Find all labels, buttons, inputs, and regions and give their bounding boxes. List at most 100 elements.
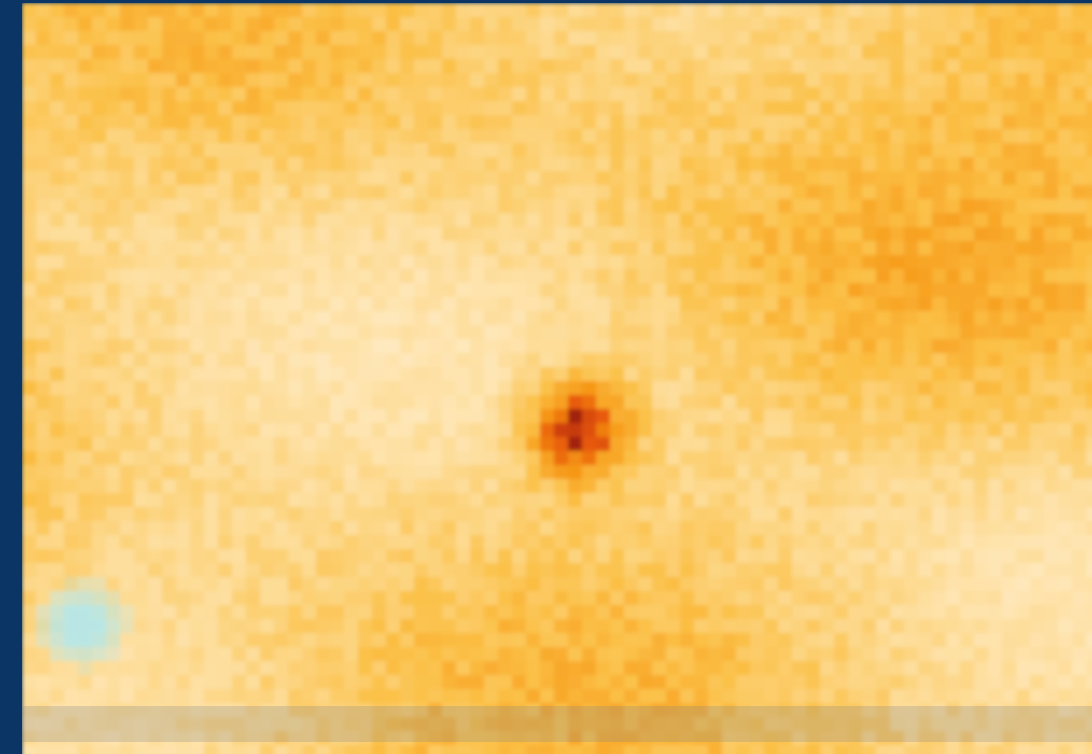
pixel bbox=[596, 269, 611, 284]
pixel bbox=[722, 311, 737, 326]
pixel bbox=[596, 563, 611, 578]
pixel bbox=[1058, 311, 1073, 326]
pixel bbox=[64, 227, 79, 242]
pixel bbox=[806, 325, 821, 340]
pixel bbox=[596, 227, 611, 242]
pixel bbox=[106, 675, 121, 690]
pixel bbox=[568, 395, 583, 410]
pixel bbox=[946, 227, 961, 242]
pixel bbox=[708, 45, 723, 60]
pixel bbox=[1072, 661, 1087, 676]
pixel bbox=[92, 661, 107, 676]
pixel bbox=[764, 381, 779, 396]
pixel bbox=[722, 87, 737, 102]
pixel bbox=[106, 269, 121, 284]
pixel bbox=[358, 185, 373, 200]
pixel bbox=[890, 423, 905, 438]
pixel bbox=[960, 185, 975, 200]
pixel bbox=[512, 115, 527, 130]
pixel bbox=[1044, 423, 1059, 438]
pixel bbox=[50, 591, 65, 606]
pixel bbox=[568, 647, 583, 662]
pixel bbox=[848, 185, 863, 200]
pixel bbox=[806, 101, 821, 116]
pixel bbox=[414, 507, 429, 522]
pixel bbox=[890, 619, 905, 634]
pixel bbox=[848, 689, 863, 704]
pixel bbox=[22, 549, 37, 564]
pixel bbox=[946, 255, 961, 270]
pixel bbox=[372, 17, 387, 32]
pixel bbox=[232, 59, 247, 74]
pixel bbox=[792, 3, 807, 18]
pixel bbox=[50, 227, 65, 242]
pixel bbox=[876, 143, 891, 158]
pixel bbox=[120, 745, 135, 754]
pixel bbox=[484, 283, 499, 298]
pixel bbox=[638, 451, 653, 466]
pixel bbox=[806, 409, 821, 424]
pixel bbox=[988, 381, 1003, 396]
pixel bbox=[540, 283, 555, 298]
pixel bbox=[918, 535, 933, 550]
pixel bbox=[652, 297, 667, 312]
pixel bbox=[386, 45, 401, 60]
pixel bbox=[190, 325, 205, 340]
pixel bbox=[414, 591, 429, 606]
pixel bbox=[442, 3, 457, 18]
pixel bbox=[750, 311, 765, 326]
pixel bbox=[540, 661, 555, 676]
pixel bbox=[190, 199, 205, 214]
pixel bbox=[1086, 339, 1092, 354]
pixel bbox=[1058, 549, 1073, 564]
pixel bbox=[1044, 465, 1059, 480]
pixel bbox=[64, 129, 79, 144]
pixel bbox=[568, 255, 583, 270]
pixel bbox=[148, 45, 163, 60]
pixel bbox=[260, 3, 275, 18]
pixel bbox=[554, 185, 569, 200]
pixel bbox=[176, 227, 191, 242]
pixel bbox=[1002, 493, 1017, 508]
pixel bbox=[344, 381, 359, 396]
pixel bbox=[918, 3, 933, 18]
pixel bbox=[330, 521, 345, 536]
pixel bbox=[316, 437, 331, 452]
pixel bbox=[540, 269, 555, 284]
pixel bbox=[708, 451, 723, 466]
pixel bbox=[1086, 549, 1092, 564]
pixel bbox=[218, 423, 233, 438]
pixel bbox=[610, 451, 625, 466]
pixel bbox=[470, 101, 485, 116]
pixel bbox=[918, 647, 933, 662]
pixel bbox=[582, 3, 597, 18]
pixel bbox=[820, 563, 835, 578]
pixel bbox=[344, 227, 359, 242]
pixel bbox=[134, 73, 149, 88]
pixel bbox=[106, 451, 121, 466]
pixel bbox=[890, 521, 905, 536]
pixel bbox=[386, 745, 401, 754]
pixel bbox=[694, 17, 709, 32]
pixel bbox=[960, 647, 975, 662]
pixel bbox=[344, 101, 359, 116]
pixel bbox=[148, 227, 163, 242]
pixel bbox=[848, 745, 863, 754]
pixel bbox=[1044, 241, 1059, 256]
pixel bbox=[78, 129, 93, 144]
pixel bbox=[974, 87, 989, 102]
pixel bbox=[778, 479, 793, 494]
pixel bbox=[638, 507, 653, 522]
pixel bbox=[274, 185, 289, 200]
pixel bbox=[204, 353, 219, 368]
pixel bbox=[750, 423, 765, 438]
pixel bbox=[610, 353, 625, 368]
pixel bbox=[204, 549, 219, 564]
pixel bbox=[1086, 661, 1092, 676]
pixel bbox=[582, 745, 597, 754]
pixel bbox=[666, 563, 681, 578]
pixel bbox=[680, 325, 695, 340]
pixel bbox=[1058, 563, 1073, 578]
pixel bbox=[64, 549, 79, 564]
pixel bbox=[806, 311, 821, 326]
